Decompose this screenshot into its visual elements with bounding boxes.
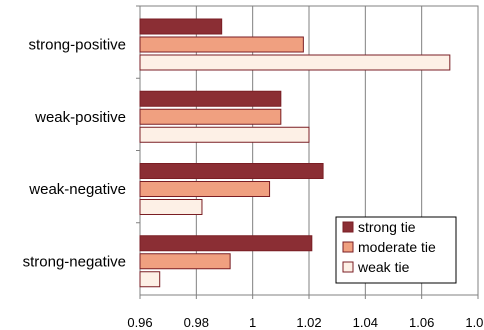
legend-label: weak tie <box>357 259 410 275</box>
bar <box>139 90 282 107</box>
bar <box>139 18 223 35</box>
category-label: strong-positive <box>28 37 126 54</box>
legend-label: moderate tie <box>358 239 436 255</box>
bar <box>139 253 231 270</box>
bar <box>139 235 313 252</box>
legend-label: strong tie <box>358 219 416 235</box>
bar <box>139 199 203 215</box>
category-labels: strong-positive weak-positive weak-negativ… <box>23 5 140 270</box>
x-tick-labels: 0.96 0.98 1 1.02 1.04 1.06 1.08 <box>127 295 484 330</box>
bar <box>139 54 451 71</box>
x-tick-label: 1 <box>249 315 256 330</box>
x-tick-label: 0.96 <box>127 315 152 330</box>
bar <box>139 126 310 143</box>
bars <box>139 18 451 288</box>
bar <box>139 163 324 179</box>
category-label: weak-negative <box>28 181 126 198</box>
legend-box <box>335 216 457 284</box>
legend: strong tie moderate tie weak tie <box>335 216 457 284</box>
legend-swatch <box>342 221 354 233</box>
category-label: weak-positive <box>34 109 126 126</box>
x-tick-label: 1.08 <box>465 315 484 330</box>
bar <box>139 36 304 53</box>
x-tick-label: 1.04 <box>353 315 378 330</box>
bar <box>139 108 282 125</box>
bar <box>139 271 161 288</box>
legend-swatch <box>342 241 354 253</box>
bar <box>139 181 271 197</box>
x-tick-label: 1.02 <box>296 315 321 330</box>
category-label: strong-negative <box>23 253 126 270</box>
x-tick-label: 0.98 <box>184 315 209 330</box>
legend-swatch <box>342 261 354 273</box>
x-tick-label: 1.06 <box>409 315 434 330</box>
